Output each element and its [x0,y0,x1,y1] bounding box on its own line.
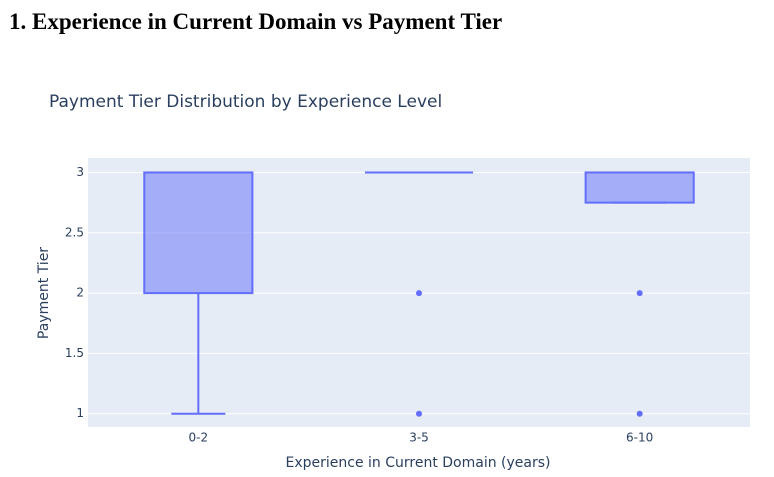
y-tick-label: 2 [76,286,84,300]
box-body [143,171,254,295]
y-tick-label: 2.5 [65,225,84,239]
outlier-point [636,290,643,297]
outlier-point [416,290,422,297]
x-tick-label: 6-10 [626,431,653,445]
box-body [584,171,695,204]
x-tick-label: 0-2 [189,431,209,445]
y-tick-label: 1 [76,406,84,420]
page-heading: 1. Experience in Current Domain vs Payme… [9,9,503,34]
y-tick-label: 1.5 [65,346,84,360]
x-tick-label: 3-5 [409,431,429,445]
y-tick-label: 3 [76,165,84,179]
y-axis-title: Payment Tier [36,247,52,339]
x-axis-title: Experience in Current Domain (years) [286,455,551,471]
outlier-point [416,410,422,417]
outlier-point [636,410,643,417]
chart-title: Payment Tier Distribution by Experience … [49,92,442,112]
